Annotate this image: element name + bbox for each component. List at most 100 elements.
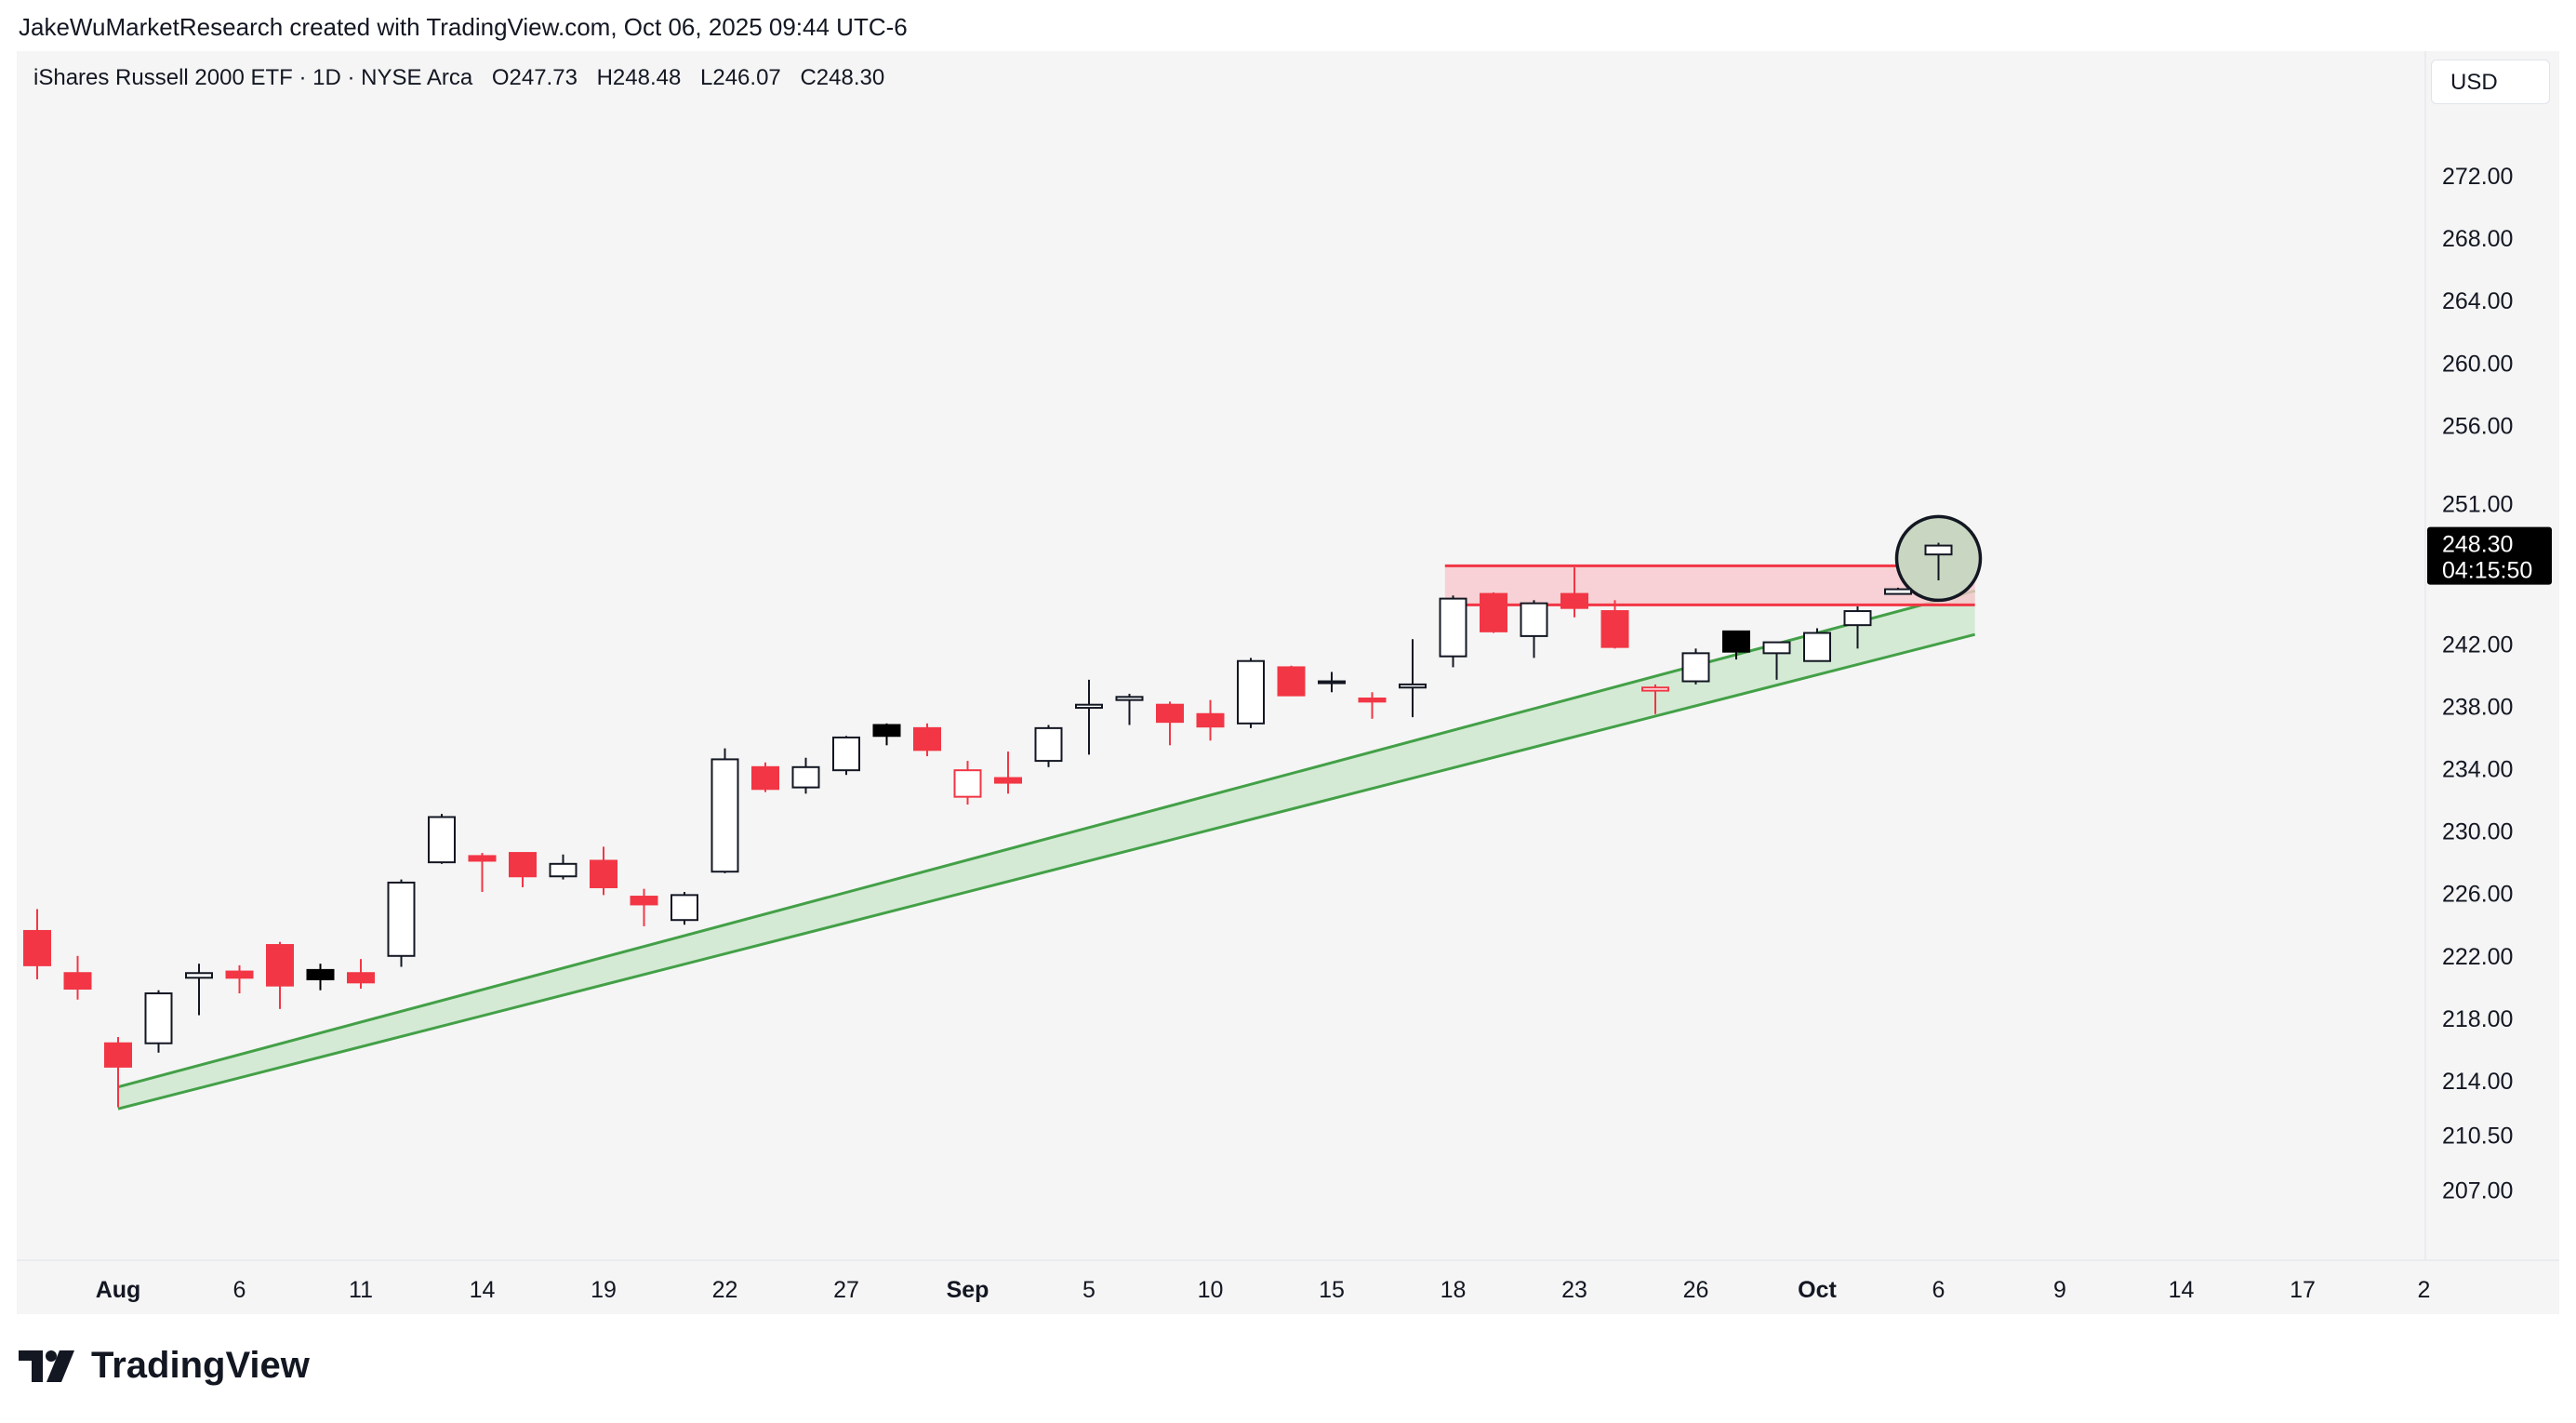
candle-body [1318,680,1346,685]
candle-body [994,777,1022,784]
x-axis-tick-label: 27 [833,1277,859,1303]
candle [710,748,739,873]
candle-body [832,736,860,772]
candle-body [347,972,375,984]
resistance-zone-fill [1444,565,1975,605]
x-axis-tick-label: 22 [712,1277,738,1303]
candle [590,846,617,896]
candle-body [710,758,739,873]
x-axis-tick-label: 2 [2418,1277,2431,1303]
candle [1641,684,1669,714]
candle [1196,699,1225,741]
ohlc-open: O247.73 [491,65,578,90]
candle [387,879,416,967]
candle [1762,641,1791,680]
candle [953,761,982,805]
trend-channel-upper-line [117,589,1976,1089]
x-axis-tick-label: 5 [1082,1277,1095,1303]
candle-body [1762,641,1791,655]
candle-body [144,992,173,1044]
candle [1034,725,1063,767]
candle-body [1156,703,1184,724]
y-axis-tick-label: 230.00 [2442,819,2513,845]
candle [1924,542,1953,580]
y-axis-tick-label: 238.00 [2442,694,2513,720]
candle-body [225,970,254,979]
currency-button[interactable]: USD [2431,60,2550,104]
x-axis-tick-label: 23 [1561,1277,1587,1303]
candle [23,909,51,979]
x-axis-tick-label: Aug [96,1277,141,1303]
trend-channel-lower-line [117,632,1976,1110]
candle-body [590,859,617,888]
candle [1520,600,1548,658]
x-axis-tick-label: 11 [349,1277,373,1303]
y-axis-tick-label: 226.00 [2442,882,2513,908]
candle-body [1722,630,1750,653]
x-axis-tick-label: 18 [1441,1277,1467,1303]
candle-body [185,972,213,979]
x-axis-tick-label: 9 [2053,1277,2066,1303]
candle [630,888,658,926]
candle-body [1034,726,1063,763]
chart-svg[interactable]: 272.00 268.00 264.00 260.00 256.00 251.00 242.… [17,51,2559,1314]
y-axis-tick-label: 264.00 [2442,288,2513,314]
x-axis-tick-label: 14 [470,1277,496,1303]
current-price-value: 248.30 [2442,532,2513,558]
candle [1600,600,1629,649]
candle-body [266,944,294,987]
x-axis-tick-label: 17 [2290,1277,2316,1303]
candle-body [1803,632,1831,662]
ohlc-high: H248.48 [596,65,682,90]
candle-body [468,855,497,862]
candle-body [1358,697,1387,703]
symbol-name: iShares Russell 2000 ETF · 1D · NYSE Arc… [33,65,473,90]
candle [832,736,860,776]
candle-body [1641,686,1669,692]
ohlc-close: C248.30 [800,65,885,90]
candle [1358,692,1387,719]
y-axis-tick-label: 210.50 [2442,1124,2513,1150]
y-axis-tick-label: 256.00 [2442,413,2513,439]
candle [994,751,1022,794]
chart-area[interactable]: 272.00 268.00 264.00 260.00 256.00 251.00 242.… [17,51,2559,1314]
candle-body [1600,610,1629,648]
candle-body [1277,666,1306,697]
candle [872,723,901,746]
candle-body [630,896,658,906]
candle [104,1037,132,1108]
candle [306,964,335,991]
candle [1681,648,1710,685]
candle-body [428,816,456,864]
candle-body [63,972,92,991]
x-axis-tick-label: 6 [233,1277,246,1303]
candle-body [953,769,982,798]
candle [63,955,92,1000]
candle-body [1520,602,1548,637]
candle-body [1681,652,1710,683]
candle [144,990,173,1053]
y-axis-tick-label: 272.00 [2442,164,2513,190]
x-axis-tick-label: Oct [1798,1277,1837,1303]
x-axis-tick-label: 10 [1198,1277,1224,1303]
candle-body [1196,712,1225,728]
candle [671,892,698,925]
symbol-info: iShares Russell 2000 ETF · 1D · NYSE Arc… [33,65,897,91]
candle-body [549,862,578,878]
candle [1318,672,1346,693]
candle [347,959,375,990]
tradingview-logo[interactable]: TradingView [19,1345,310,1387]
candle-body [1924,544,1953,556]
candle-body [1480,592,1507,632]
candle [1237,658,1265,728]
ohlc-low: L246.07 [700,65,781,90]
candle-body [913,726,941,751]
candle-body [1560,592,1588,609]
candle-body [509,852,537,878]
candle [509,852,537,887]
candle-body [306,968,335,980]
candle [1722,630,1750,660]
y-axis-tick-label: 242.00 [2442,632,2513,658]
candle-body [1399,683,1427,689]
candle [1884,587,1912,595]
